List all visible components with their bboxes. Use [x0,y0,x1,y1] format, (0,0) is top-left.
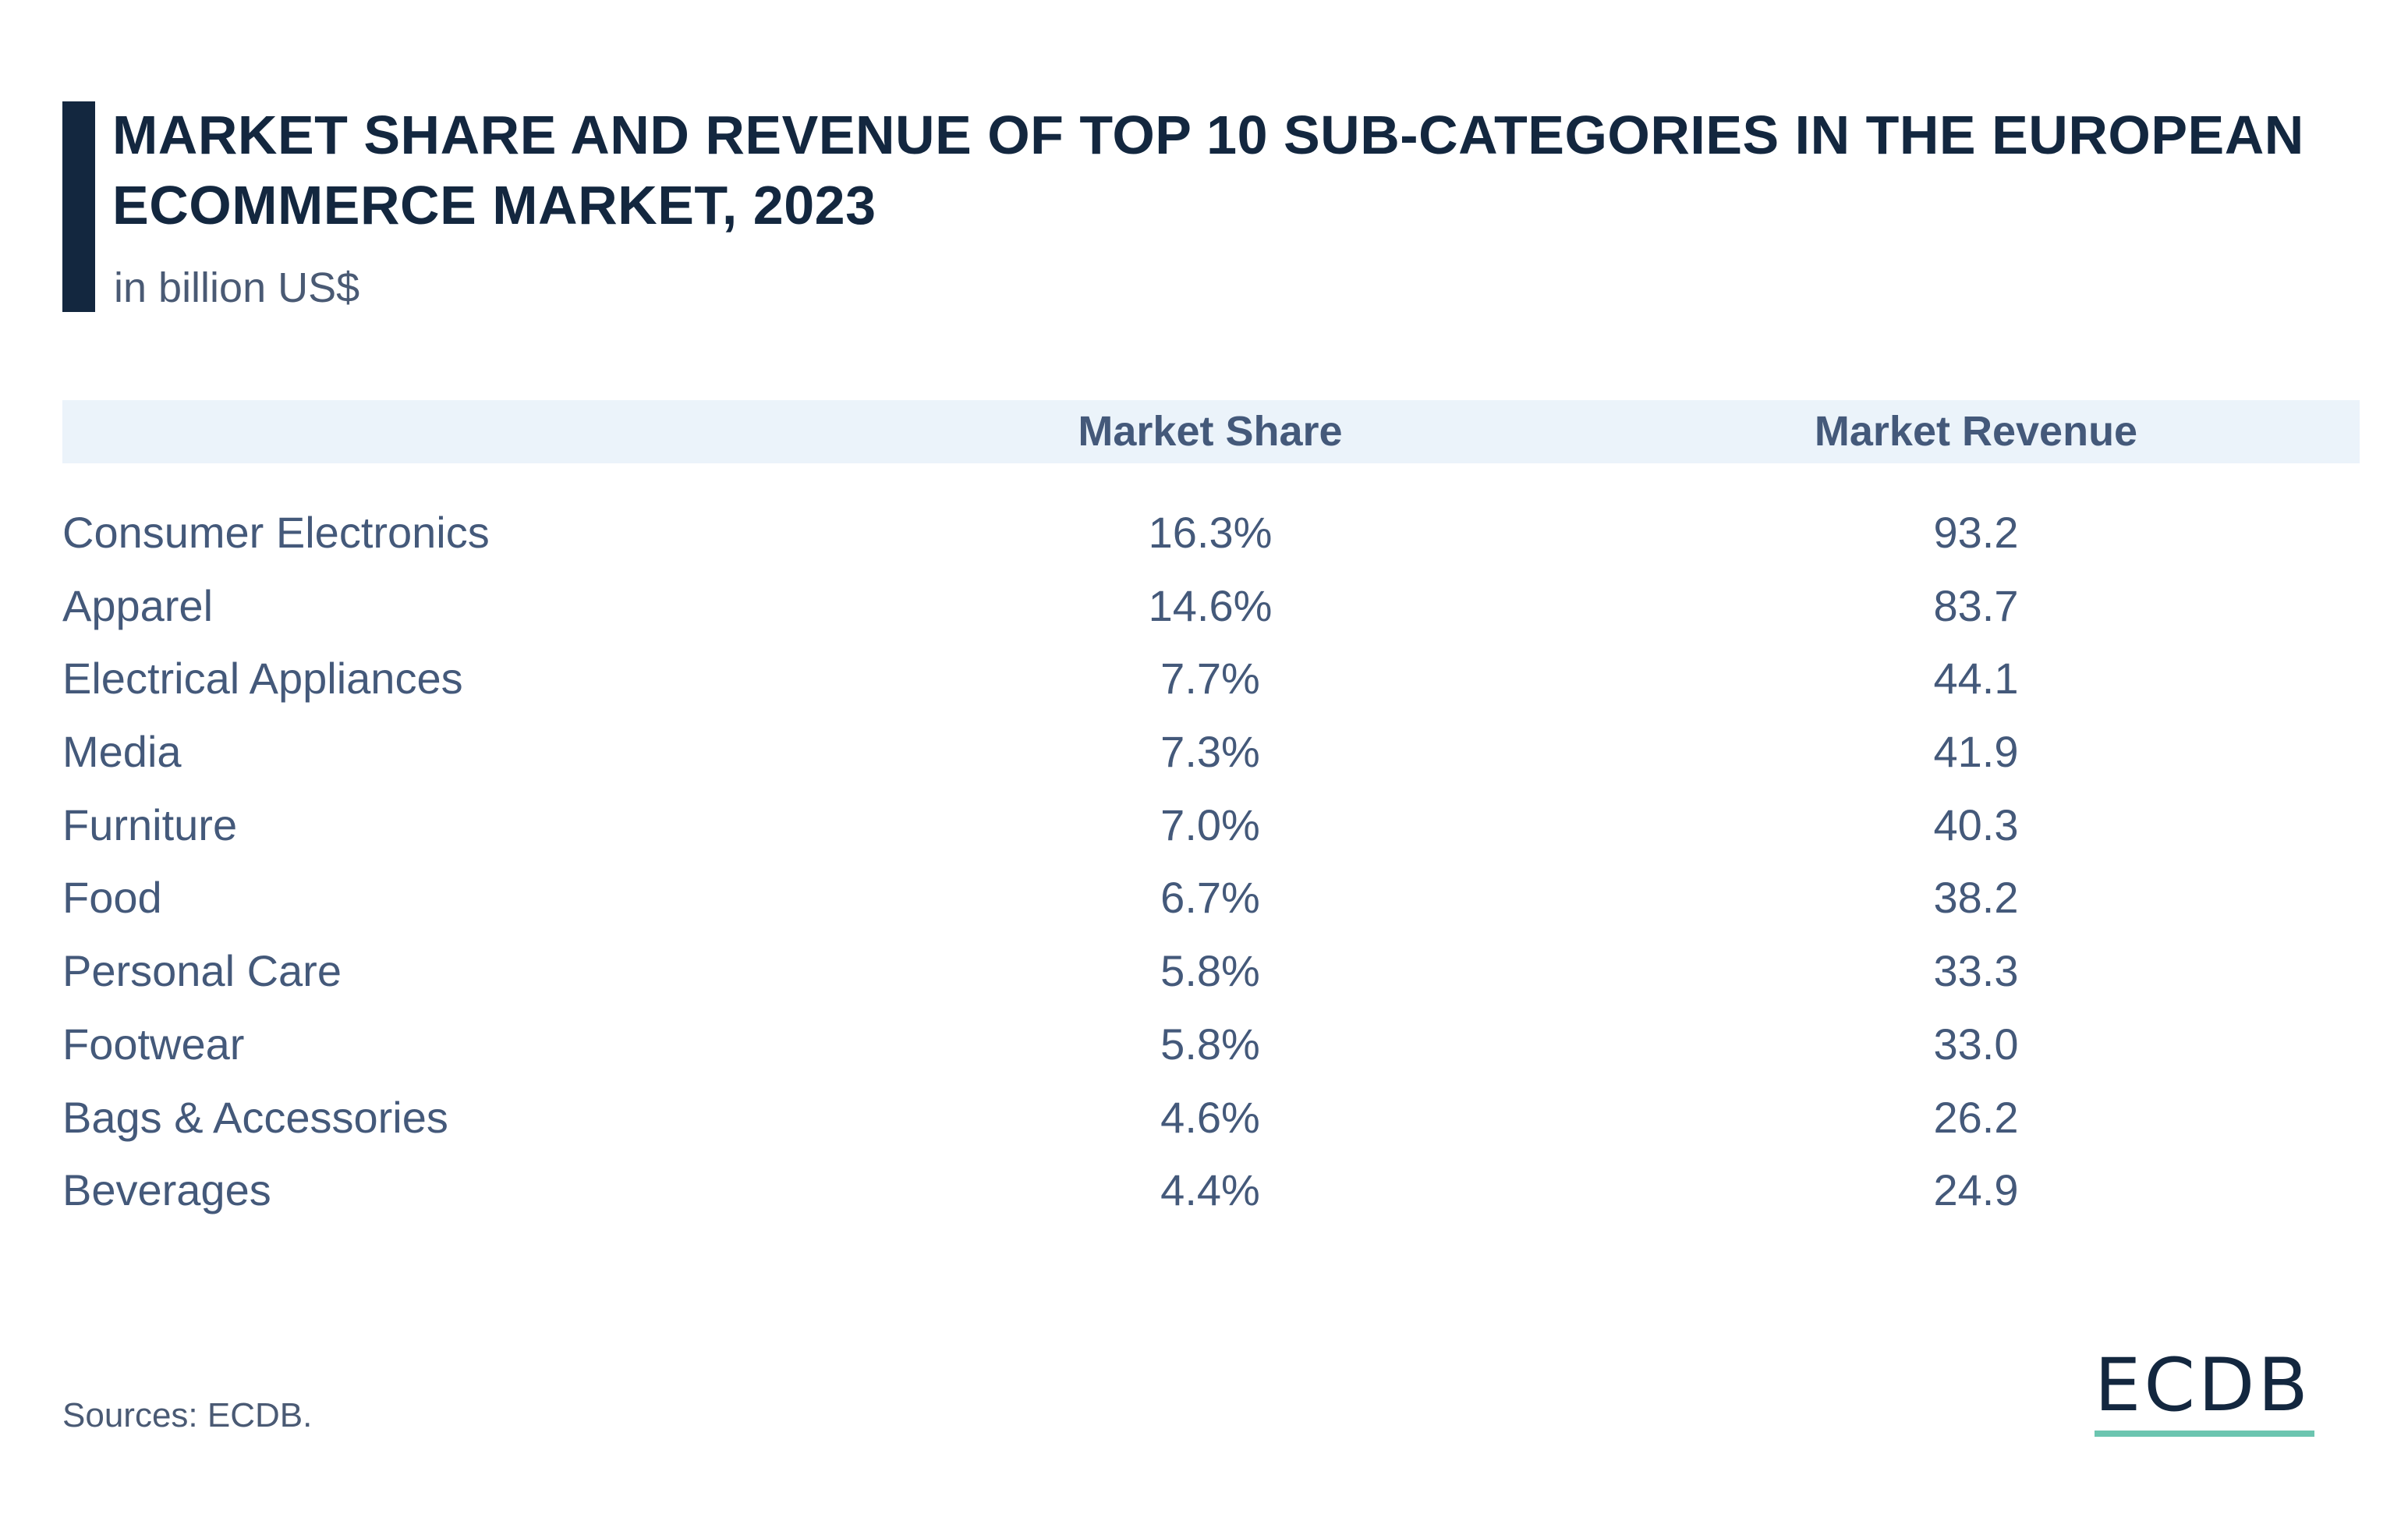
row-market-share: 4.4% [1160,1165,1260,1215]
row-market-revenue: 24.9 [1933,1165,2019,1215]
row-market-share: 4.6% [1160,1092,1260,1142]
row-market-share: 5.8% [1160,946,1260,996]
title-accent-bar [62,101,95,312]
row-market-revenue: 83.7 [1933,580,2019,630]
table-row: Personal Care 5.8% 33.3 [62,934,2360,1008]
table-row: Footwear 5.8% 33.0 [62,1008,2360,1081]
row-market-revenue: 33.3 [1933,946,2019,996]
row-category: Beverages [62,1165,271,1215]
row-category: Furniture [62,800,238,849]
row-category: Electrical Appliances [62,654,463,704]
row-market-revenue: 93.2 [1933,508,2019,557]
table-row: Consumer Electronics 16.3% 93.2 [62,496,2360,569]
row-category: Footwear [62,1019,245,1069]
row-market-revenue: 33.0 [1933,1019,2019,1069]
table-body: Consumer Electronics 16.3% 93.2 Apparel 14.6… [62,463,2360,1227]
row-market-revenue: 44.1 [1933,654,2019,704]
row-market-revenue: 38.2 [1933,873,2019,923]
row-market-share: 14.6% [1148,580,1273,630]
table-row: Electrical Appliances 7.7% 44.1 [62,642,2360,715]
logo-text: ECDB [2095,1343,2311,1428]
table-row: Beverages 4.4% 24.9 [62,1154,2360,1227]
row-category: Bags & Accessories [62,1092,448,1142]
table-row: Bags & Accessories 4.6% 26.2 [62,1081,2360,1154]
table-row: Food 6.7% 38.2 [62,861,2360,934]
row-category: Personal Care [62,946,342,996]
table-header: Market Share Market Revenue [62,400,2360,463]
row-category: Food [62,873,162,923]
row-category: Media [62,727,182,777]
table-row: Media 7.3% 41.9 [62,715,2360,789]
row-category: Apparel [62,580,214,630]
row-market-share: 7.3% [1160,727,1260,777]
row-market-share: 16.3% [1148,508,1273,557]
column-header-market-revenue: Market Revenue [1814,408,2138,455]
chart-title: MARKET SHARE AND REVENUE OF TOP 10 SUB-C… [112,105,2304,236]
logo-underline [2095,1431,2314,1437]
column-header-market-share: Market Share [1078,408,1343,455]
row-category: Consumer Electronics [62,508,490,557]
row-market-share: 7.0% [1160,800,1260,849]
table-row: Apparel 14.6% 83.7 [62,569,2360,643]
row-market-revenue: 40.3 [1933,800,2019,849]
table-row: Furniture 7.0% 40.3 [62,789,2360,862]
chart-subtitle: in billion US$ [114,264,360,311]
row-market-share: 7.7% [1160,654,1260,704]
row-market-share: 5.8% [1160,1019,1260,1069]
ecdb-logo: ECDB [2095,1349,2318,1437]
row-market-revenue: 41.9 [1933,727,2019,777]
row-market-share: 6.7% [1160,873,1260,923]
row-market-revenue: 26.2 [1933,1092,2019,1142]
data-table: Market Share Market Revenue Consumer Ele… [62,400,2360,1227]
source-note: Sources: ECDB. [62,1396,313,1434]
